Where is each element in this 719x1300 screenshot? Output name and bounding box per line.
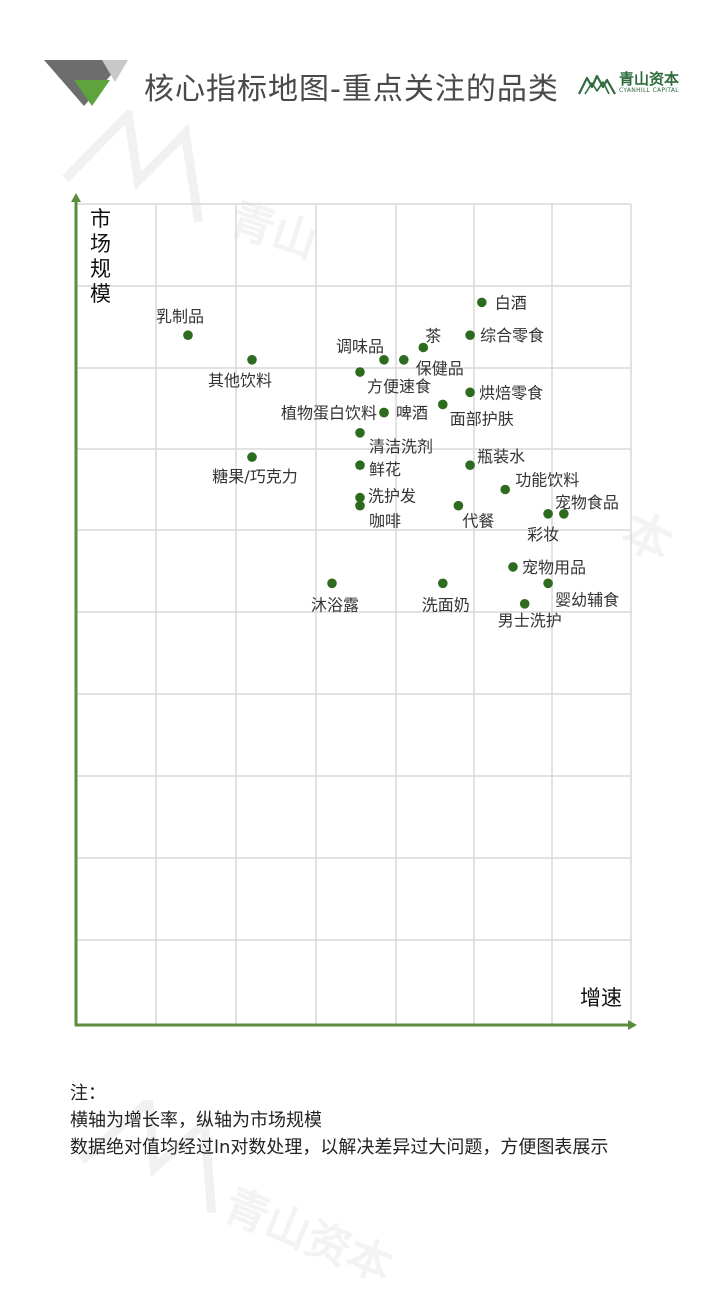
notes-line-2: 数据绝对值均经过ln对数处理，以解决差异过大问题，方便图表展示 <box>70 1137 609 1158</box>
point-label: 瓶装水 <box>477 447 525 466</box>
data-point <box>247 452 257 462</box>
data-point <box>379 407 389 418</box>
point-label: 婴幼辅食 <box>555 590 619 609</box>
y-axis-arrow-icon <box>71 193 81 202</box>
point-label: 宠物食品 <box>555 493 619 512</box>
data-point <box>355 500 365 511</box>
data-point <box>465 330 475 341</box>
data-point <box>559 509 569 519</box>
data-point <box>355 492 365 503</box>
data-point <box>519 599 530 609</box>
point-label: 调味品 <box>336 337 384 356</box>
notes-line-1: 横轴为增长率，纵轴为市场规模 <box>70 1110 322 1131</box>
notes-heading: 注： <box>70 1083 106 1104</box>
y-axis-label: 市场规模 <box>90 207 111 306</box>
point-label: 方便速食 <box>367 377 431 396</box>
point-label: 鲜花 <box>369 460 401 479</box>
data-point <box>508 562 518 572</box>
point-label: 乳制品 <box>156 307 204 326</box>
data-point <box>500 484 511 495</box>
point-label: 茶 <box>425 327 441 346</box>
data-points <box>183 297 569 609</box>
point-label: 其他饮料 <box>208 371 272 390</box>
point-label: 植物蛋白饮料 <box>281 404 377 423</box>
point-label: 洗面奶 <box>422 595 470 614</box>
point-label: 沐浴露 <box>311 595 359 614</box>
mountain-logo-icon <box>578 74 616 95</box>
data-point <box>379 355 389 365</box>
point-label: 啤酒 <box>396 404 428 423</box>
brand-name-cn: 青山资本 <box>619 70 680 88</box>
point-label: 功能饮料 <box>515 471 579 490</box>
footnotes: 注： 横轴为增长率，纵轴为市场规模 数据绝对值均经过ln对数处理，以解决差异过大… <box>70 1080 608 1161</box>
point-label: 面部护肤 <box>450 409 514 428</box>
svg-text:青山资本: 青山资本 <box>217 1179 399 1292</box>
point-label: 糖果/巧克力 <box>212 467 297 486</box>
x-axis-arrow-icon <box>628 1020 637 1030</box>
data-point <box>355 460 365 471</box>
triangle-logo-icon <box>44 60 128 106</box>
brand-name-en: CYANHILL CAPITAL <box>619 87 679 94</box>
grid <box>76 203 632 1024</box>
point-label: 烘焙零食 <box>479 383 543 402</box>
data-point <box>355 428 365 438</box>
brand-logo: 青山资本 CYANHILL CAPITAL <box>578 70 679 96</box>
point-label: 白酒 <box>495 293 527 312</box>
data-point <box>418 342 429 353</box>
data-point <box>183 330 193 341</box>
data-point <box>327 578 337 589</box>
data-point <box>355 367 365 377</box>
data-point <box>438 578 448 589</box>
data-point <box>465 460 475 471</box>
data-point <box>453 500 464 511</box>
point-label: 综合零食 <box>480 326 544 345</box>
point-label: 男士洗护 <box>498 611 562 630</box>
point-label: 清洁洗剂 <box>369 437 433 456</box>
data-point <box>438 399 448 410</box>
point-label: 保健品 <box>416 359 464 378</box>
point-label: 咖啡 <box>369 512 401 531</box>
point-label: 洗护发 <box>368 487 416 506</box>
data-point <box>543 578 553 589</box>
x-axis-label: 增速 <box>580 986 622 1010</box>
point-label: 彩妆 <box>527 525 559 544</box>
data-point <box>399 355 409 365</box>
data-point <box>477 297 487 308</box>
page-title: 核心指标地图-重点关注的品类 <box>144 72 559 107</box>
point-label: 宠物用品 <box>522 558 586 577</box>
data-point <box>247 355 257 365</box>
data-point <box>543 509 553 519</box>
point-label: 代餐 <box>462 512 494 531</box>
data-point <box>465 387 475 398</box>
